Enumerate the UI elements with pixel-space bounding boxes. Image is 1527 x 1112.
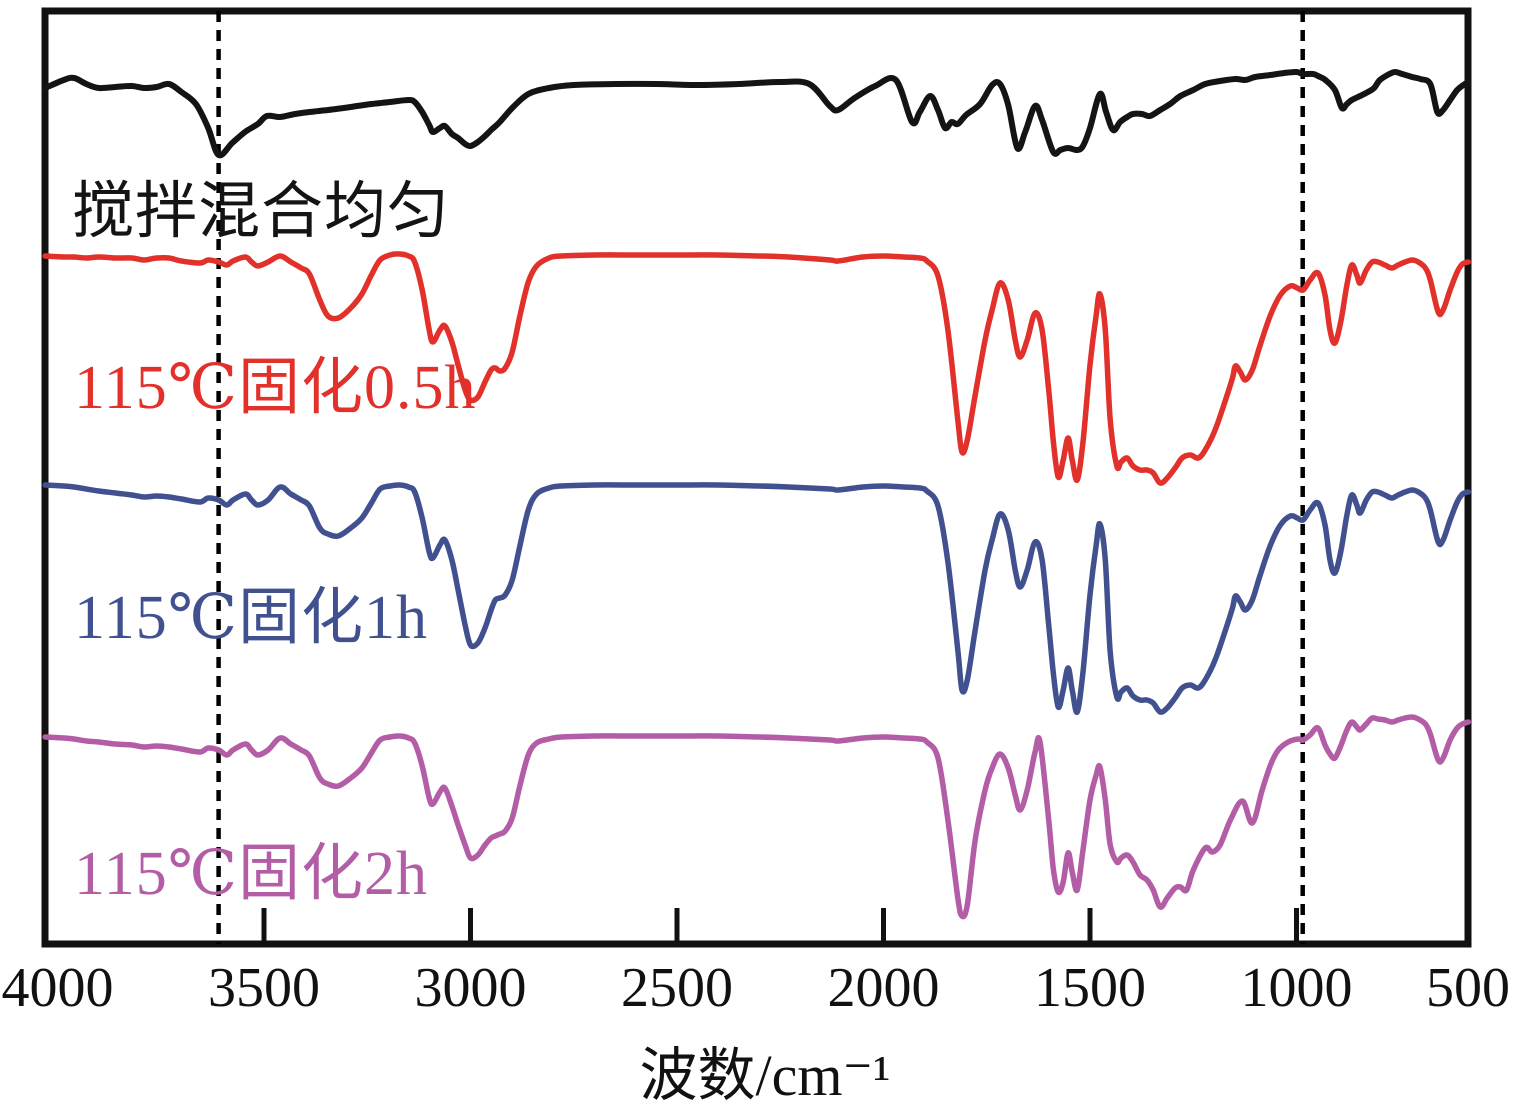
spectrum-curve-2h [42, 714, 1472, 920]
x-tick-label-3500: 3500 [208, 957, 320, 1019]
spectrum-curve-1h [42, 482, 1472, 715]
spectrum-curve-mixed [42, 68, 1472, 159]
series-label-mixed: 搅拌混合均匀 [72, 178, 451, 246]
series-label-cured-1h: 115℃固化1h [74, 584, 429, 652]
x-axis-title: 波数/cm⁻¹ [639, 1043, 891, 1108]
x-tick-label-4000: 4000 [1, 957, 114, 1019]
x-tick-label-2500: 2500 [621, 957, 733, 1019]
series-label-cured-0-5h: 115℃固化0.5h [74, 354, 477, 422]
x-tick-label-1000: 1000 [1240, 957, 1353, 1019]
x-tick-label-1500: 1500 [1034, 957, 1146, 1019]
series-label-cured-2h: 115℃固化2h [74, 840, 429, 908]
x-tick-label-3000: 3000 [414, 957, 527, 1019]
plot-border [41, 7, 1472, 948]
spectrum-curve-0-5h [42, 251, 1472, 486]
x-tick-label-2000: 2000 [827, 957, 940, 1019]
x-tick-label-500: 500 [1426, 957, 1510, 1019]
